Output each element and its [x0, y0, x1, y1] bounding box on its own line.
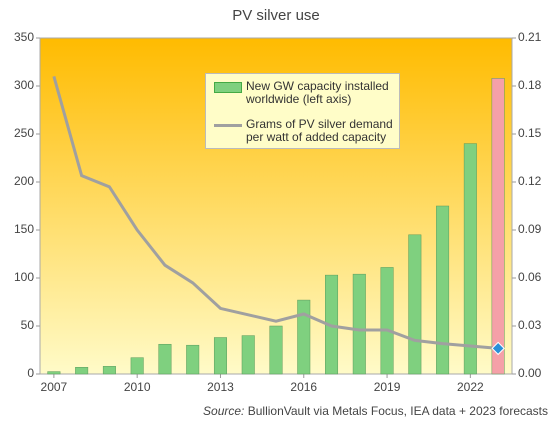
bar: [297, 299, 311, 375]
y2-tick-label: 0.15: [518, 126, 542, 140]
y-tick-label: 50: [21, 318, 35, 332]
bar: [491, 78, 505, 375]
source-text: BullionVault via Metals Focus, IEA data …: [248, 404, 548, 418]
x-tick-label: 2010: [124, 380, 151, 394]
y2-tick-label: 0.21: [518, 30, 542, 44]
chart-title: PV silver use: [232, 7, 320, 24]
bar: [47, 371, 61, 375]
y-tick-label: 100: [14, 270, 34, 284]
bar: [130, 357, 144, 375]
bar: [102, 366, 116, 375]
y-tick-label: 200: [14, 174, 34, 188]
y2-tick-label: 0.00: [518, 366, 542, 380]
bar: [269, 325, 283, 375]
y-tick-label: 300: [14, 78, 34, 92]
y-tick-label: 0: [27, 366, 34, 380]
y2-tick-label: 0.12: [518, 174, 542, 188]
x-tick-label: 2013: [207, 380, 234, 394]
bar: [241, 335, 255, 375]
legend: New GW capacity installed worldwide (lef…: [205, 73, 400, 149]
legend-swatch-line: [214, 124, 242, 127]
x-tick-label: 2019: [374, 380, 401, 394]
x-tick-label: 2016: [290, 380, 317, 394]
legend-label: Grams of PV silver demand per watt of ad…: [246, 117, 393, 144]
y-tick-label: 250: [14, 126, 34, 140]
y-tick-label: 150: [14, 222, 34, 236]
bar: [75, 367, 89, 375]
bar: [380, 267, 394, 375]
bar: [213, 337, 227, 375]
bar: [352, 273, 366, 375]
y2-tick-label: 0.09: [518, 222, 542, 236]
source: Source: BullionVault via Metals Focus, I…: [203, 404, 548, 418]
legend-label: New GW capacity installed worldwide (lef…: [246, 79, 389, 106]
legend-swatch-bar: [214, 82, 242, 93]
y2-tick-label: 0.06: [518, 270, 542, 284]
end-marker: [491, 341, 505, 356]
bar: [186, 344, 200, 375]
bar: [408, 234, 422, 375]
y-tick-label: 350: [14, 30, 34, 44]
source-label: Source:: [203, 404, 244, 418]
x-tick-label: 2022: [457, 380, 484, 394]
line: [52, 75, 499, 350]
y2-tick-label: 0.18: [518, 78, 542, 92]
bar: [463, 143, 477, 375]
bar: [158, 343, 172, 375]
y2-tick-label: 0.03: [518, 318, 542, 332]
x-tick-label: 2007: [41, 380, 68, 394]
bar: [436, 205, 450, 375]
